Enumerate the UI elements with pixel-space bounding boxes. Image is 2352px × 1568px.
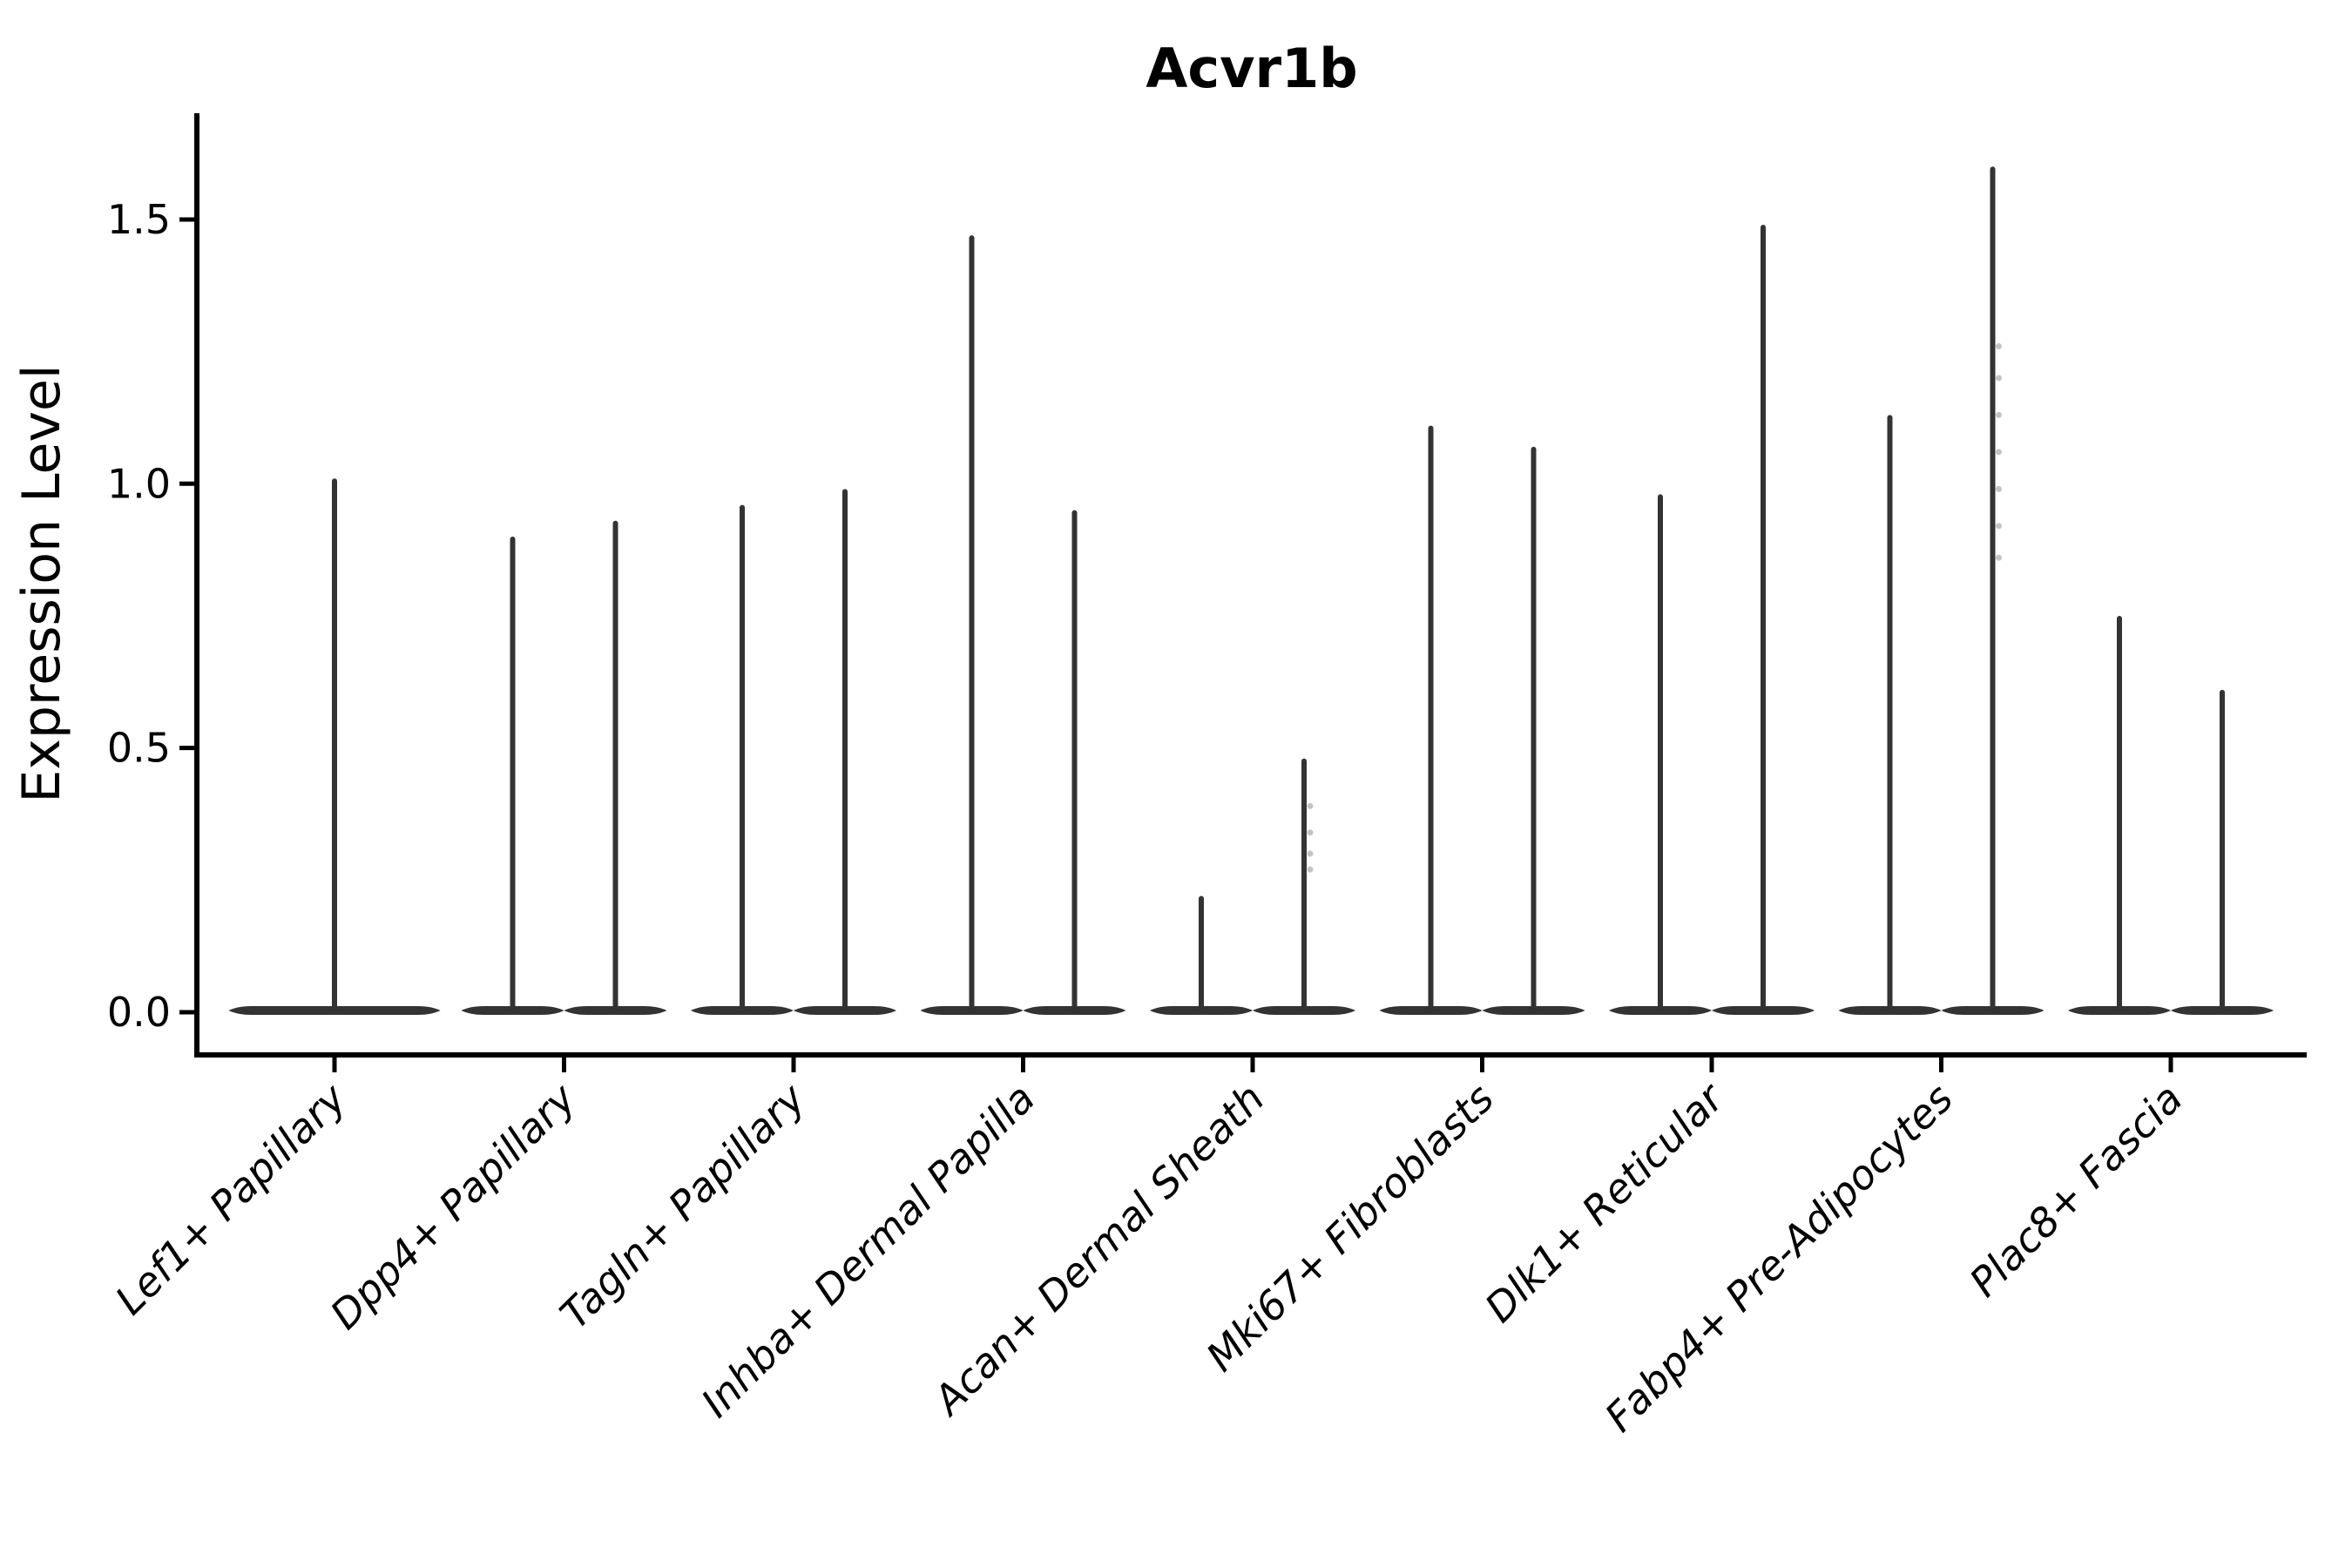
x-tick-label: Dlk1+ Reticular (1476, 1072, 1734, 1331)
y-tick-label: 1.0 (107, 460, 171, 507)
cell-point (1996, 375, 2002, 382)
cell-point (1307, 850, 1314, 857)
violin-spike (612, 520, 618, 1012)
violin (2068, 615, 2171, 1015)
violin-spike (332, 478, 337, 1012)
violin-spike (1071, 510, 1078, 1012)
violin (228, 478, 441, 1015)
violin (1150, 896, 1253, 1015)
violin (564, 520, 667, 1015)
violin (1941, 166, 2044, 1015)
violin-spike (1990, 166, 1996, 1012)
violin (794, 489, 896, 1015)
cell-point (1307, 829, 1314, 836)
cell-point (1996, 554, 2002, 561)
violin-spike (740, 504, 745, 1012)
violin (1253, 758, 1355, 1015)
violin-spike (1301, 758, 1307, 1012)
violin (1482, 446, 1585, 1015)
y-tick-label: 0.5 (107, 725, 171, 772)
violin (1712, 225, 1815, 1015)
violin-spike (1887, 415, 1893, 1013)
cell-point (1996, 523, 2002, 530)
cell-point (1996, 411, 2002, 418)
cell-point (1996, 449, 2002, 456)
violin-spike (1428, 425, 1434, 1012)
y-axis-label: Expression Level (11, 364, 72, 802)
violin (2171, 689, 2274, 1015)
y-tick-label: 1.5 (107, 196, 171, 243)
x-tick-label: Tagln+ Papillary (551, 1074, 814, 1338)
cell-point (1307, 802, 1314, 809)
violin (461, 536, 564, 1015)
y-tick-label: 0.0 (107, 989, 171, 1036)
violin (691, 504, 794, 1015)
violin (1023, 510, 1126, 1015)
x-tick-label: Lef1+ Papillary (106, 1074, 355, 1323)
violin-spike (1531, 446, 1537, 1012)
x-tick-label: Dpp4+ Papillary (321, 1074, 585, 1338)
violin-spike (842, 489, 848, 1012)
violin (1379, 425, 1483, 1015)
violins-layer (228, 166, 2274, 1015)
violin-spike (2220, 689, 2225, 1012)
violin-spike (969, 235, 975, 1012)
violin-spike (1199, 896, 1204, 1012)
cell-point (1996, 343, 2002, 350)
violin-spike (1658, 494, 1663, 1012)
cell-point (1996, 485, 2002, 492)
violin (1838, 415, 1942, 1015)
violin-spike (1761, 225, 1766, 1013)
violin-spike (2117, 615, 2122, 1012)
violin (1609, 494, 1712, 1015)
violin (920, 235, 1024, 1015)
x-tick-label: Plac8+ Fascia (1960, 1075, 2191, 1306)
chart-title: Acvr1b (1146, 37, 1357, 100)
cell-point (1307, 866, 1314, 873)
violin-spike (510, 536, 516, 1012)
